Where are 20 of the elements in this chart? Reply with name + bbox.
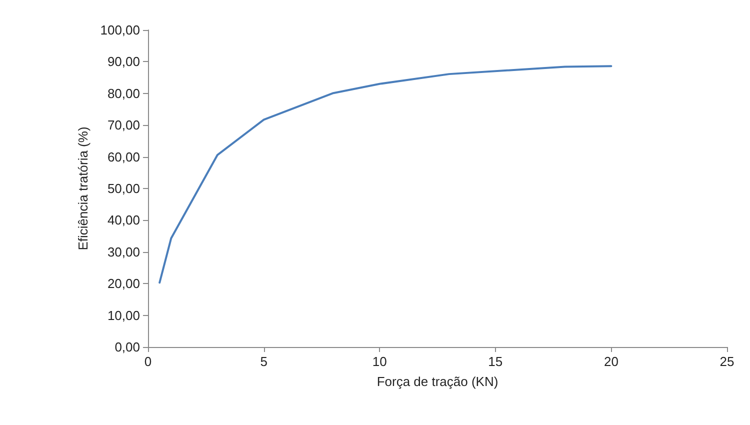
y-tick-label: 20,00 xyxy=(107,276,140,292)
y-tick-label: 50,00 xyxy=(107,181,140,196)
y-tick-label: 70,00 xyxy=(107,118,140,133)
x-tick-label: 0 xyxy=(144,354,152,369)
x-axis-title: Força de tração (KN) xyxy=(376,374,498,389)
y-tick-label: 80,00 xyxy=(107,86,140,101)
y-tick-label: 0,00 xyxy=(114,340,140,354)
y-tick-label: 60,00 xyxy=(107,149,140,164)
y-tick-label: 40,00 xyxy=(107,212,140,228)
x-tick-label: 20 xyxy=(604,354,618,369)
line-series xyxy=(158,65,612,284)
y-tick-label: 30,00 xyxy=(107,244,140,260)
x-tick-label: 10 xyxy=(372,354,387,369)
y-tick-label: 90,00 xyxy=(107,54,140,70)
x-tick-label: 5 xyxy=(260,354,268,369)
x-tick-label: 25 xyxy=(720,354,734,369)
x-tick-label: 15 xyxy=(488,354,503,369)
y-tick-label: 10,00 xyxy=(107,308,140,323)
y-tick-label: 100,00 xyxy=(100,22,140,38)
y-axis-title: Eficiência tratória (%) xyxy=(75,126,90,250)
